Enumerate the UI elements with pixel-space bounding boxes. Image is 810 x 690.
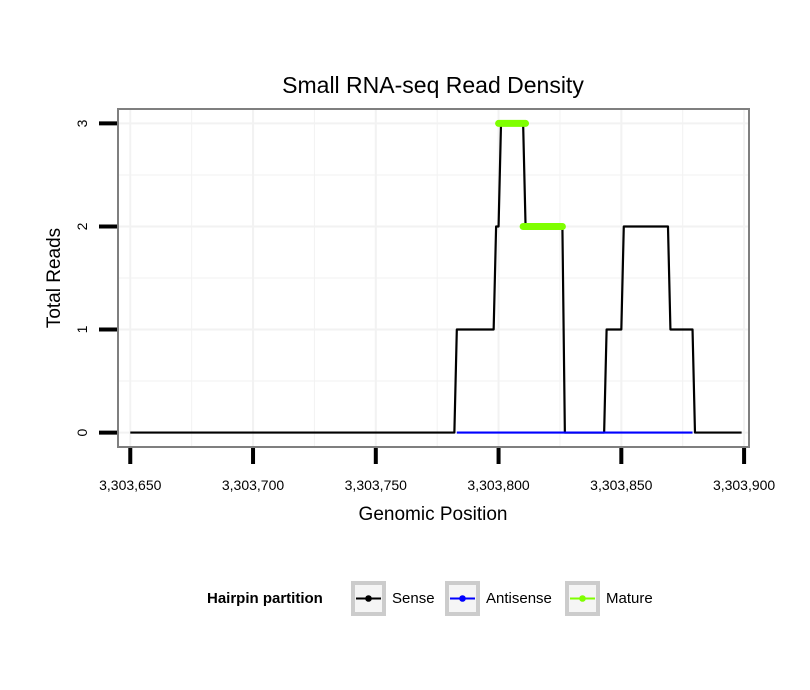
x-axis-label: Genomic Position bbox=[359, 504, 508, 525]
legend-point-sense bbox=[365, 595, 372, 602]
y-axis: 0 1 2 3 bbox=[74, 119, 117, 436]
series-sense-line bbox=[130, 122, 742, 434]
x-tick-label: 3,303,750 bbox=[345, 477, 407, 493]
plot-panel bbox=[117, 108, 750, 448]
legend-items: Sense Antisense Mature bbox=[351, 581, 653, 616]
legend-label-antisense: Antisense bbox=[486, 590, 552, 607]
x-axis: 3,303,650 3,303,700 3,303,750 3,303,800 3,30… bbox=[99, 448, 775, 493]
data-lines bbox=[130, 119, 742, 434]
legend-label-mature: Mature bbox=[606, 590, 653, 607]
y-tick-label: 1 bbox=[74, 325, 90, 333]
legend: Hairpin partition Sense Antisense Mature bbox=[207, 581, 653, 616]
chart-title: Small RNA-seq Read Density bbox=[282, 72, 584, 98]
plot-border bbox=[117, 108, 750, 448]
legend-point-antisense bbox=[459, 595, 466, 602]
y-tick-label: 0 bbox=[74, 428, 90, 436]
x-tick-label: 3,303,800 bbox=[467, 477, 529, 493]
legend-label-sense: Sense bbox=[392, 590, 435, 607]
y-axis-label: Total Reads bbox=[44, 228, 65, 328]
grid-lines bbox=[118, 109, 749, 447]
legend-point-mature bbox=[579, 595, 586, 602]
legend-title: Hairpin partition bbox=[207, 590, 323, 607]
x-tick-label: 3,303,850 bbox=[590, 477, 652, 493]
y-tick-label: 2 bbox=[74, 222, 90, 230]
y-tick-label: 3 bbox=[74, 119, 90, 127]
x-tick-label: 3,303,700 bbox=[222, 477, 284, 493]
x-tick-label: 3,303,650 bbox=[99, 477, 161, 493]
x-tick-label: 3,303,900 bbox=[713, 477, 775, 493]
